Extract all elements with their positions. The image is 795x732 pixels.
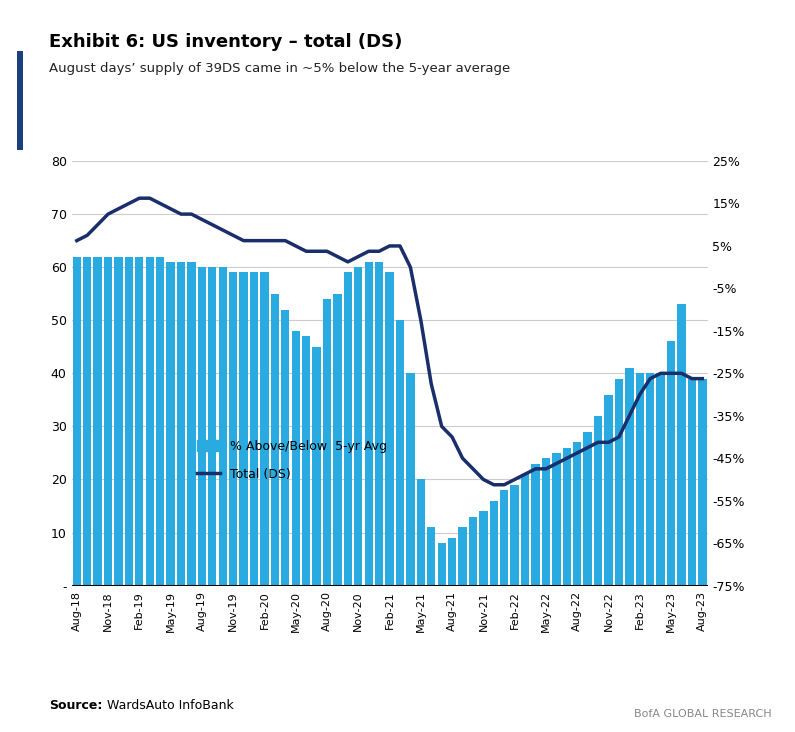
Text: WardsAuto InfoBank: WardsAuto InfoBank xyxy=(107,699,234,712)
Bar xyxy=(604,395,613,586)
Bar xyxy=(573,442,581,586)
Bar xyxy=(343,272,352,586)
Bar xyxy=(459,527,467,586)
Text: August days’ supply of 39DS came in ~5% below the 5-year average: August days’ supply of 39DS came in ~5% … xyxy=(49,62,510,75)
Bar xyxy=(292,331,300,586)
Bar xyxy=(479,511,487,586)
Bar xyxy=(667,341,675,586)
Bar xyxy=(198,267,206,586)
Bar xyxy=(584,432,591,586)
Bar xyxy=(354,267,363,586)
Bar xyxy=(375,262,383,586)
Bar xyxy=(312,347,320,586)
Text: Exhibit 6: US inventory – total (DS): Exhibit 6: US inventory – total (DS) xyxy=(49,33,402,51)
Bar xyxy=(156,256,165,586)
Bar xyxy=(469,517,477,586)
Bar xyxy=(219,267,227,586)
Bar xyxy=(490,501,498,586)
Bar xyxy=(188,262,196,586)
Bar xyxy=(500,490,509,586)
Bar xyxy=(698,378,707,586)
Bar xyxy=(417,479,425,586)
Bar xyxy=(406,373,414,586)
Bar xyxy=(688,378,696,586)
Bar xyxy=(636,373,644,586)
Bar xyxy=(365,262,373,586)
Bar xyxy=(125,256,133,586)
Bar xyxy=(448,538,456,586)
Bar xyxy=(260,272,269,586)
Bar xyxy=(396,320,404,586)
Legend: % Above/Below  5-yr Avg, Total (DS): % Above/Below 5-yr Avg, Total (DS) xyxy=(192,435,392,486)
Bar xyxy=(625,368,634,586)
Bar xyxy=(145,256,154,586)
Bar xyxy=(166,262,175,586)
Bar xyxy=(677,305,685,586)
Bar xyxy=(563,447,571,586)
Bar xyxy=(250,272,258,586)
Bar xyxy=(302,336,310,586)
Text: Source:: Source: xyxy=(49,699,103,712)
Bar xyxy=(510,485,519,586)
Bar xyxy=(333,294,342,586)
Bar xyxy=(521,474,529,586)
Bar xyxy=(94,256,102,586)
Bar xyxy=(208,267,216,586)
Bar xyxy=(531,463,540,586)
Bar xyxy=(239,272,248,586)
Bar xyxy=(437,543,446,586)
Bar xyxy=(281,310,289,586)
Bar xyxy=(386,272,394,586)
Bar xyxy=(104,256,112,586)
Bar xyxy=(541,458,550,586)
Bar xyxy=(323,299,332,586)
Bar xyxy=(114,256,122,586)
Bar xyxy=(553,453,560,586)
Bar xyxy=(615,378,623,586)
Bar xyxy=(427,527,436,586)
Bar xyxy=(594,416,603,586)
Bar xyxy=(176,262,185,586)
Bar xyxy=(135,256,143,586)
Text: BofA GLOBAL RESEARCH: BofA GLOBAL RESEARCH xyxy=(634,709,771,719)
Bar xyxy=(229,272,238,586)
Bar xyxy=(270,294,279,586)
Bar xyxy=(83,256,91,586)
Bar xyxy=(657,373,665,586)
Bar xyxy=(646,373,654,586)
Bar xyxy=(72,256,81,586)
